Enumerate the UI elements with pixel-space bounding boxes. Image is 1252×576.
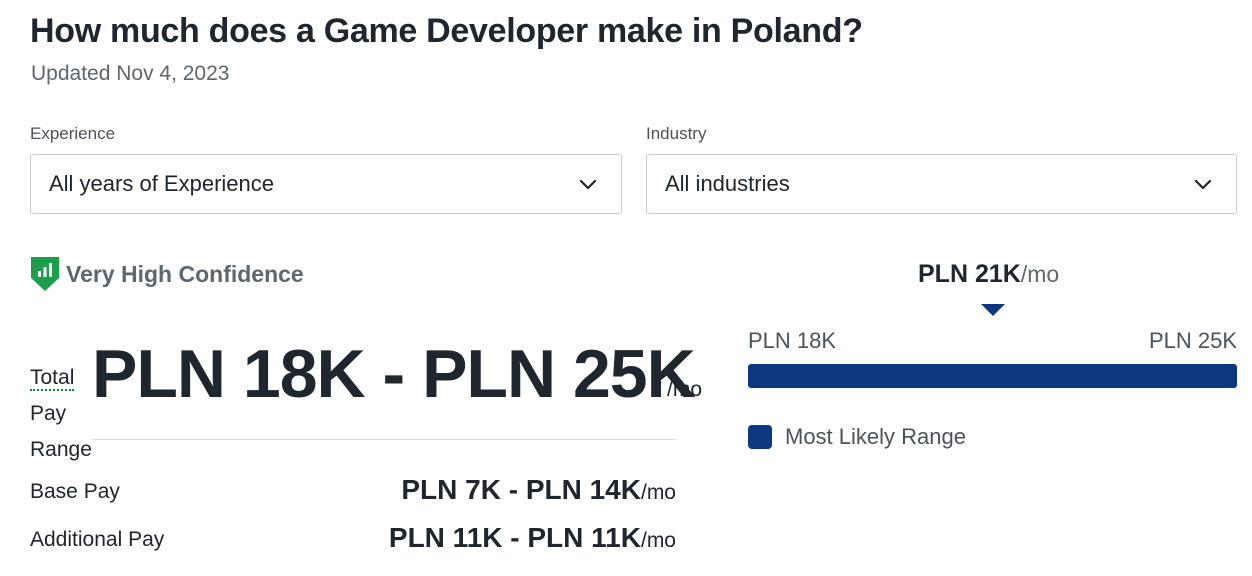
experience-label: Experience — [30, 124, 116, 143]
divider — [92, 439, 676, 440]
confidence-label: Very High Confidence — [66, 260, 304, 287]
total-pay-label[interactable]: Total Pay Range — [30, 360, 92, 468]
range-min-label: PLN 18K — [748, 328, 837, 353]
median-value: PLN 21K/mo — [918, 260, 1060, 288]
legend-swatch — [748, 425, 772, 449]
total-pay-label-line2: Pay — [30, 402, 67, 425]
additional-pay-value: PLN 11K - PLN 11K/mo — [388, 522, 676, 553]
chevron-down-icon — [579, 179, 597, 190]
shield-chart-icon — [31, 257, 59, 291]
industry-select[interactable]: All industries — [646, 154, 1237, 214]
experience-select-value: All years of Experience — [49, 171, 274, 196]
range-max-label: PLN 25K — [1148, 328, 1237, 353]
additional-pay-label: Additional Pay — [30, 528, 165, 551]
total-pay-value: PLN 18K - PLN 25K — [92, 336, 696, 412]
page-title: How much does a Game Developer make in P… — [30, 12, 863, 50]
legend: Most Likely Range — [748, 424, 966, 450]
base-pay-value: PLN 7K - PLN 14K/mo — [401, 474, 676, 505]
industry-label: Industry — [646, 124, 707, 143]
chevron-down-icon — [1194, 179, 1212, 190]
updated-date: Updated Nov 4, 2023 — [31, 62, 230, 85]
base-pay-label: Base Pay — [30, 480, 120, 503]
total-pay-label-line3: Range — [30, 438, 92, 461]
experience-select[interactable]: All years of Experience — [30, 154, 622, 214]
total-pay-unit: /mo — [667, 378, 703, 401]
industry-select-value: All industries — [665, 171, 790, 196]
legend-label: Most Likely Range — [785, 424, 966, 449]
most-likely-range-bar — [748, 364, 1237, 388]
median-marker — [981, 304, 1005, 316]
confidence-badge: Very High Confidence — [30, 256, 304, 292]
total-pay-label-line1: Total — [30, 366, 75, 391]
